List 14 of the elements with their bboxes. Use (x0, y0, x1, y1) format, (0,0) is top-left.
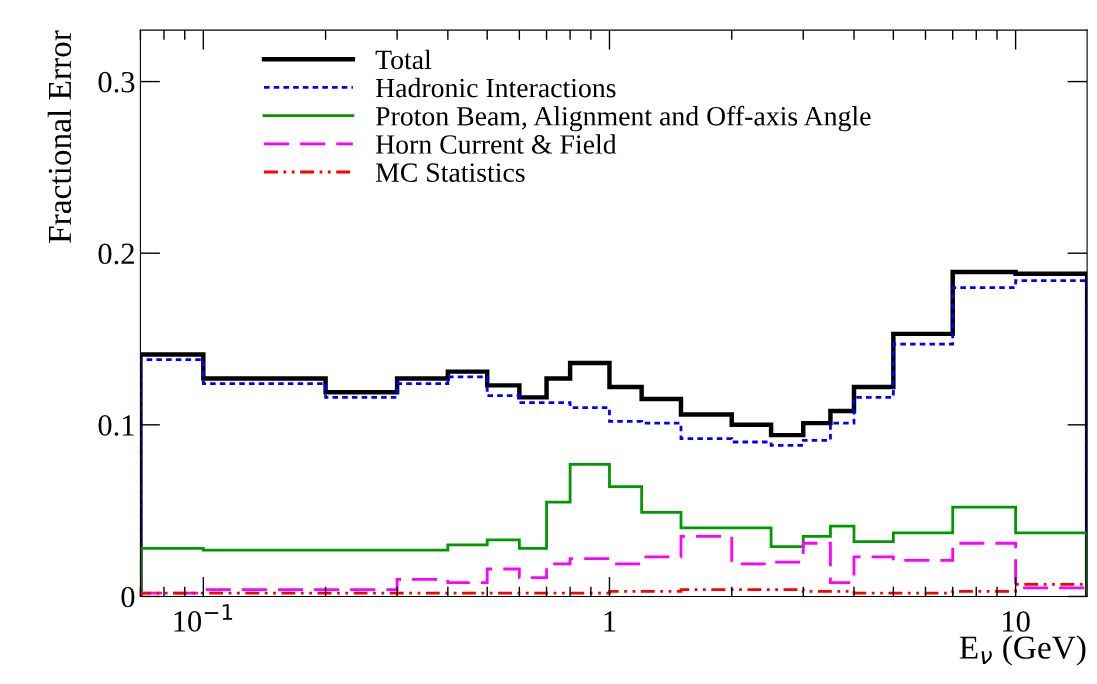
x-tick-label: 10 (1003, 611, 1030, 632)
y-tick-label: 0 (121, 586, 135, 608)
legend-label: MC Statistics (375, 163, 525, 182)
legend-label: Proton Beam, Alignment and Off-axis Angle (375, 105, 871, 132)
x-tick-label: 10$^{−1}$ (174, 604, 233, 632)
x-axis-title: E$_{ν}$ (GeV) (959, 635, 1086, 666)
y-tick-label: 0.3 (98, 71, 135, 93)
legend-label: Horn Current & Field (375, 134, 617, 154)
x-tick-label: 1 (604, 611, 616, 632)
legend-label: Total (375, 49, 432, 70)
y-axis-title: Fractional Error (47, 30, 72, 243)
y-tick-label: 0.2 (98, 243, 134, 265)
y-tick-label: 0.1 (98, 415, 134, 436)
legend-label: Hadronic Interactions (375, 77, 616, 98)
